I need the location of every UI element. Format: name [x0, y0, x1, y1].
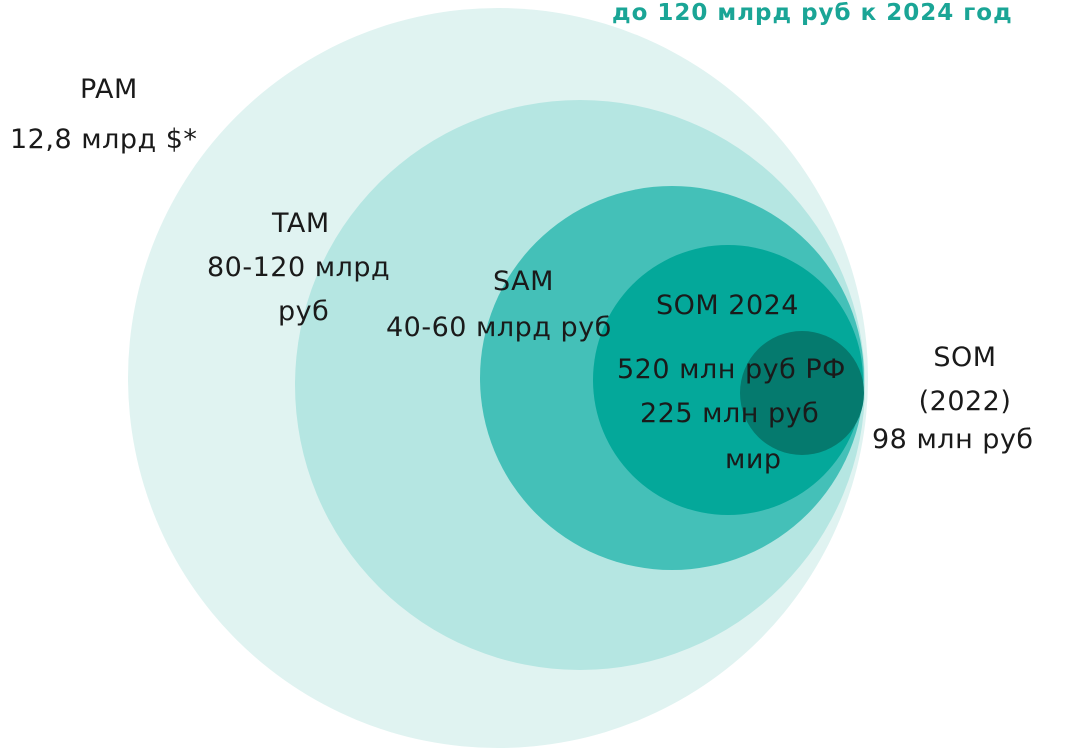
som2022-title-line2: (2022)	[918, 386, 1012, 417]
som2024-value-line1: 520 млн руб РФ	[617, 354, 846, 385]
som2024-value-line3: мир	[725, 444, 782, 475]
sam-value: 40-60 млрд руб	[386, 312, 612, 343]
som2022-value: 98 млн руб	[872, 424, 1034, 455]
som2022-title-line1: SOM	[933, 342, 997, 373]
som2024-title: SOM 2024	[656, 290, 799, 321]
som2022-circle	[740, 331, 864, 455]
pam-title: PAM	[80, 74, 138, 105]
tam-value-line2: руб	[278, 296, 330, 327]
top-note: до 120 млрд руб к 2024 год	[612, 0, 1013, 26]
pam-value: 12,8 млрд $*	[10, 124, 198, 155]
sam-title: SAM	[493, 266, 554, 297]
tam-title: TAM	[272, 208, 330, 239]
tam-value-line1: 80-120 млрд	[207, 252, 391, 283]
som2024-value-line2: 225 млн руб	[640, 398, 820, 429]
